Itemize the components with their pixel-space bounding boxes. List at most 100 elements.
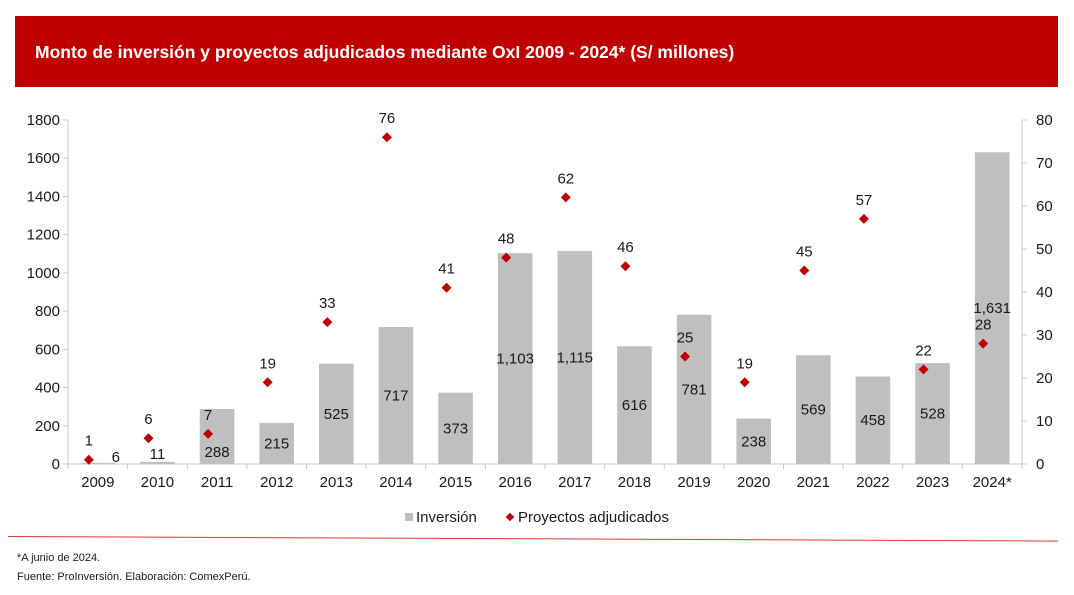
x-tick-label: 2023 xyxy=(916,474,949,491)
y-right-tick-label: 70 xyxy=(1036,155,1053,172)
bar-inversion xyxy=(855,376,891,464)
y-left-tick-label: 1800 xyxy=(27,112,60,129)
bar-data-label: 1,103 xyxy=(496,351,534,368)
y-left-tick-label: 0 xyxy=(52,456,60,473)
x-tick-label: 2017 xyxy=(558,474,591,491)
marker-data-label: 25 xyxy=(677,330,694,347)
y-left-tick-label: 1400 xyxy=(27,188,60,205)
chart-title: Monto de inversión y proyectos adjudicad… xyxy=(35,42,735,62)
marker-proyectos xyxy=(381,132,392,143)
bar-data-label: 238 xyxy=(741,433,766,450)
bar-data-label: 569 xyxy=(801,402,826,419)
x-tick-label: 2024* xyxy=(973,474,1012,491)
bar-labels: 6 11 288 215 525 717 373 1,103 1,115 616 781 238 569… xyxy=(112,300,1011,466)
marker-proyectos xyxy=(441,282,452,293)
source-note: Fuente: ProInversión. Elaboración: Comex… xyxy=(17,571,251,583)
bar-data-label: 11 xyxy=(150,446,166,463)
x-tick-label: 2019 xyxy=(677,474,710,491)
marker-proyectos xyxy=(620,261,631,272)
marker-data-label: 22 xyxy=(915,342,932,359)
marker-data-label: 7 xyxy=(204,407,212,424)
marker-data-label: 76 xyxy=(379,110,396,127)
bar-inversion xyxy=(974,152,1010,464)
y-right-tick-label: 40 xyxy=(1036,284,1053,301)
footnote: *A junio de 2024. xyxy=(17,552,101,564)
marker-proyectos xyxy=(680,351,691,362)
marker-proyectos xyxy=(143,433,154,444)
x-tick-label: 2020 xyxy=(737,474,770,491)
footer-divider xyxy=(7,536,1058,542)
y-left-tick-label: 1200 xyxy=(27,227,60,244)
marker-proyectos xyxy=(322,317,333,328)
x-tick-label: 2012 xyxy=(260,474,293,491)
bar-data-label: 458 xyxy=(860,412,885,429)
legend: Inversión Proyectos adjudicados xyxy=(0,509,1074,526)
legend-item-proyectos: Proyectos adjudicados xyxy=(505,509,669,526)
x-tick-label: 2014 xyxy=(379,474,412,491)
marker-proyectos xyxy=(560,192,571,203)
bar-inversion xyxy=(438,392,473,464)
y-right-tick-label: 80 xyxy=(1036,112,1053,129)
bar-inversion xyxy=(199,408,235,464)
bar-inversion xyxy=(497,253,533,464)
marker-data-label: 33 xyxy=(319,295,336,312)
marker-labels: 1 6 7 19 33 76 41 48 62 46 25 19 45 57 22 28 xyxy=(85,110,992,450)
legend-label-inversion: Inversión xyxy=(416,509,477,526)
bar-data-label: 781 xyxy=(682,381,707,398)
y-right-tick-label: 30 xyxy=(1036,327,1053,344)
bar-inversion xyxy=(557,250,593,464)
legend-label-proyectos: Proyectos adjudicados xyxy=(518,509,669,526)
marker-data-label: 6 xyxy=(144,411,152,428)
bar-inversion xyxy=(736,418,771,464)
marker-data-label: 41 xyxy=(438,261,455,278)
y-left-tick-label: 200 xyxy=(35,418,60,435)
marker-series-proyectos xyxy=(83,132,989,465)
x-tick-label: 2022 xyxy=(856,474,889,491)
marker-proyectos xyxy=(978,338,989,349)
marker-proyectos xyxy=(739,377,750,388)
bar-inversion xyxy=(319,363,354,464)
marker-data-label: 46 xyxy=(617,239,634,256)
y-left-tick-label: 1600 xyxy=(27,150,60,167)
x-tick-label: 2015 xyxy=(439,474,472,491)
bar-series-inversion xyxy=(80,152,1010,464)
bar-inversion xyxy=(617,346,652,464)
marker-data-label: 62 xyxy=(557,170,574,187)
title-banner: Monto de inversión y proyectos adjudicad… xyxy=(15,16,1058,87)
y-left-tick-label: 600 xyxy=(35,341,60,358)
x-tick-label: 2011 xyxy=(201,474,233,491)
bar-data-label: 1,631 xyxy=(973,300,1011,317)
x-tick-label: 2016 xyxy=(499,474,532,491)
marker-data-label: 57 xyxy=(856,192,873,209)
y-right-tick-label: 20 xyxy=(1036,370,1053,387)
y-right-tick-label: 10 xyxy=(1036,413,1053,430)
bar-data-label: 215 xyxy=(264,435,289,452)
marker-data-label: 45 xyxy=(796,244,813,261)
marker-data-label: 19 xyxy=(736,355,753,372)
bar-inversion xyxy=(378,326,414,464)
marker-data-label: 19 xyxy=(259,355,276,372)
marker-proyectos xyxy=(262,377,273,388)
bar-data-label: 288 xyxy=(205,444,230,461)
diamond-marker-icon xyxy=(505,512,515,522)
marker-proyectos xyxy=(799,265,810,276)
bar-data-label: 525 xyxy=(324,406,349,423)
marker-data-label: 1 xyxy=(85,433,93,450)
bar-data-label: 6 xyxy=(112,449,120,466)
marker-data-label: 48 xyxy=(498,231,515,248)
bar-swatch-icon xyxy=(405,513,413,521)
bar-inversion xyxy=(80,462,116,464)
bar-inversion xyxy=(140,461,175,464)
marker-proyectos xyxy=(83,454,94,465)
y-right-tick-label: 50 xyxy=(1036,241,1053,258)
legend-item-inversion: Inversión xyxy=(405,509,477,526)
bar-data-label: 528 xyxy=(920,406,945,423)
x-tick-label: 2018 xyxy=(618,474,651,491)
y-right-tick-label: 60 xyxy=(1036,198,1053,215)
bar-data-label: 717 xyxy=(383,387,408,404)
y-left-tick-label: 800 xyxy=(35,303,60,320)
marker-data-label: 28 xyxy=(975,317,992,334)
marker-proyectos xyxy=(203,428,214,439)
marker-proyectos xyxy=(918,364,929,375)
marker-proyectos xyxy=(501,252,512,263)
